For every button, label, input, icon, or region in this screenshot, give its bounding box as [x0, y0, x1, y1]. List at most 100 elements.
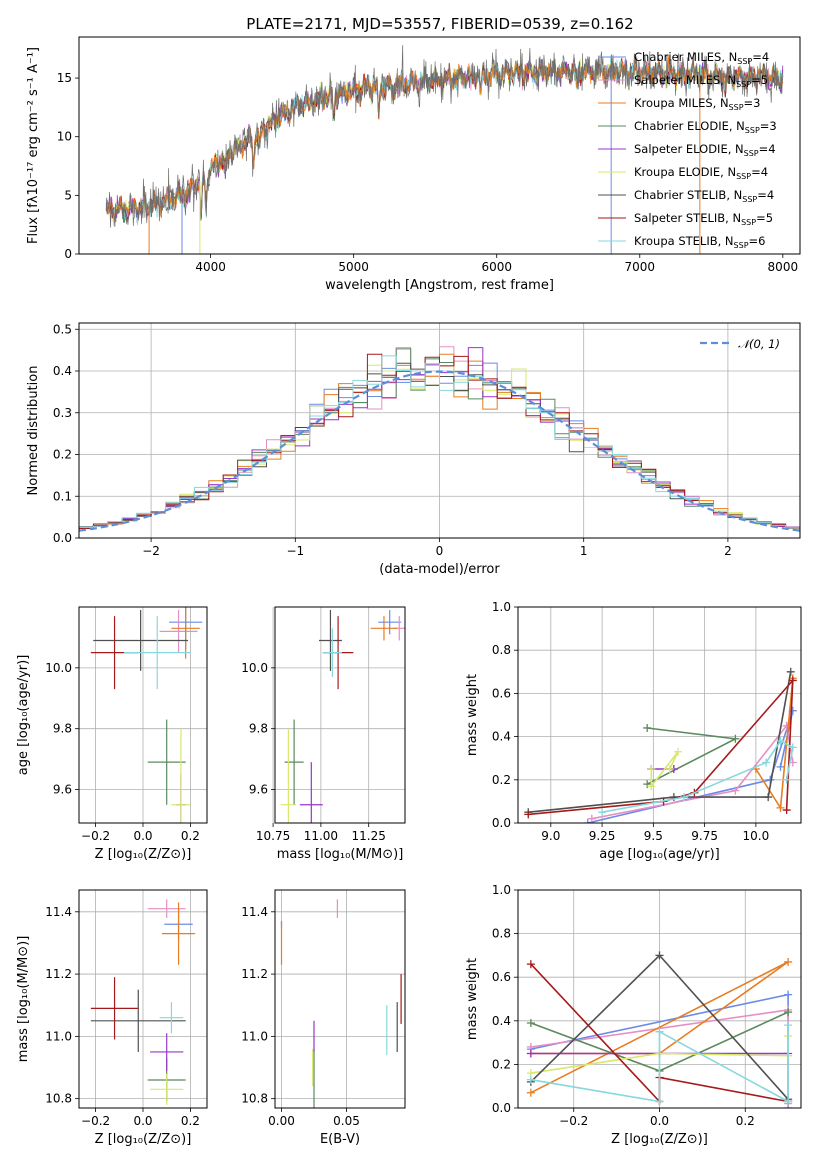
y-tick-label: 9.6: [249, 783, 268, 797]
weights_vs_Z-panel: −0.2 0.0 0.2 0.0 0.2 0.4 0.6 0.8 1.0 Z [log₁₀(Z/Z…: [465, 883, 802, 1147]
weight-point-marker: [587, 814, 596, 823]
x-tick-label: −0.2: [81, 829, 110, 843]
weight-point-marker: [776, 736, 785, 745]
weight-point-marker: [647, 765, 656, 773]
legend-entry-subscript: SSP: [734, 241, 749, 250]
weight-point-marker: [665, 765, 674, 773]
weight-point-marker: [655, 1097, 664, 1106]
y-tick-label: 0.6: [492, 970, 511, 984]
y-tick-label: 0.3: [53, 406, 72, 420]
legend-entry-subscript: SSP: [744, 149, 759, 158]
weights_vs_age-frame: [517, 606, 802, 824]
legend-entry-name: Salpeter MILES, N: [634, 73, 736, 87]
y-tick-label: 0.0: [492, 1101, 511, 1115]
weight-point-marker: [647, 782, 656, 791]
weight-point-marker: [643, 780, 652, 789]
legend-entry-count: =4: [751, 165, 768, 179]
x-tick-label: 9.75: [691, 829, 718, 843]
x-axis-label: (data-model)/error: [379, 562, 500, 577]
y-tick-label: 11.2: [241, 967, 268, 981]
y-tick-label: 0.4: [492, 730, 511, 744]
legend-entry: Salpeter ELODIE, NSSP=4: [634, 142, 776, 158]
y-tick-label: 9.8: [249, 722, 268, 736]
legend-entry-subscript: SSP: [737, 57, 752, 66]
x-tick-label: 0.0: [133, 1114, 152, 1128]
age_vs_Z-marks: [90, 607, 203, 823]
x-tick-label: 0.2: [736, 1114, 755, 1128]
legend-entry-subscript: SSP: [736, 80, 751, 89]
x-axis-label: Z [log₁₀(Z/Z⊙)]: [95, 1132, 192, 1147]
weight-point-marker: [762, 758, 771, 767]
age_vs_Z-plot-area: [79, 607, 207, 823]
x-axis-label: age [log₁₀(age/yr)]: [599, 847, 720, 862]
spectrum-frame: [78, 36, 801, 255]
figure-title: PLATE=2171, MJD=53557, FIBERID=0539, z=0…: [246, 15, 633, 33]
x-axis-label: Z [log₁₀(Z/Z⊙)]: [95, 847, 192, 862]
legend-entry-name: Kroupa ELODIE, N: [634, 165, 736, 179]
y-tick-label: 5: [64, 188, 72, 202]
y-tick-label: 11.0: [45, 1029, 72, 1043]
legend-entry-name: Salpeter STELIB, N: [634, 211, 741, 225]
y-tick-label: 0.4: [492, 1014, 511, 1028]
x-tick-label: 10.75: [256, 829, 290, 843]
legend-entry-count: =4: [757, 188, 774, 202]
legend-entry: Salpeter MILES, NSSP=5: [634, 73, 768, 89]
age_vs_mass-frame: [274, 606, 406, 824]
x-tick-label: 0: [436, 544, 444, 558]
y-tick-label: 0.6: [492, 686, 511, 700]
weight-point-marker: [782, 775, 791, 784]
y-axis-label: mass weight: [465, 674, 480, 756]
x-tick-label: −0.2: [559, 1114, 588, 1128]
mass_vs_Z-panel: −0.2 0.0 0.2 10.8 11.0 11.2 11.4 Z [log₁₀(Z/Z⊙)…: [16, 889, 208, 1147]
y-tick-label: 0.8: [492, 643, 511, 657]
y-tick-label: 10: [57, 130, 72, 144]
weight-point-marker: [526, 960, 535, 969]
x-tick-label: 11.25: [351, 829, 385, 843]
age_vs_mass-plot-area: [272, 607, 405, 823]
residuals-panel: −2 −1 0 1 2 0.0 0.1 0.2 0.3 0.4 0.5 (data-model)/er…: [26, 322, 801, 577]
weight-series-line: [650, 751, 679, 789]
weights_vs_Z-marks: [526, 951, 793, 1108]
y-axis-label: Normed distribution: [26, 366, 41, 496]
weight-point-marker: [776, 762, 785, 771]
y-tick-label: 0.2: [53, 448, 72, 462]
y-tick-label: 10.8: [241, 1092, 268, 1106]
y-axis-label: Flux [fλ10⁻¹⁷ erg cm⁻² s⁻¹ A⁻¹]: [26, 47, 41, 244]
x-tick-label: 8000: [768, 260, 799, 274]
x-tick-label: −1: [286, 544, 304, 558]
residuals-plot-area: [79, 323, 800, 539]
weight-point-marker: [526, 1088, 535, 1097]
legend-entry-name: Chabrier ELODIE, N: [634, 119, 745, 133]
weight-point-marker: [655, 1027, 664, 1036]
legend-entry-subscript: SSP: [742, 195, 757, 204]
weight-point-marker: [526, 1049, 535, 1058]
y-tick-label: 11.4: [241, 905, 268, 919]
y-tick-label: 1.0: [492, 600, 511, 614]
weight-point-marker: [526, 1018, 535, 1027]
age_vs_mass-panel: 10.75 11.00 11.25 9.6 9.8 10.0 mass [log₁₀(M/M…: [241, 606, 406, 862]
x-tick-label: 0.05: [333, 1114, 360, 1128]
residual-histogram-step: [79, 353, 800, 529]
y-tick-label: 0.2: [492, 1057, 511, 1071]
legend-entry-count: =6: [749, 234, 766, 248]
y-tick-label: 11.4: [45, 905, 72, 919]
x-tick-label: 0.00: [268, 1114, 295, 1128]
x-tick-label: 0.2: [181, 829, 200, 843]
legend-entry-name: Kroupa MILES, N: [634, 96, 729, 110]
normal-reference-curve: [79, 370, 800, 532]
weight-point-marker: [788, 676, 797, 685]
x-tick-label: 6000: [481, 260, 512, 274]
legend-entry-name: Chabrier MILES, N: [634, 50, 737, 64]
legend-entry: Kroupa MILES, NSSP=3: [634, 96, 760, 112]
spectrum-data-line: [105, 45, 784, 228]
weight-point-marker: [784, 1008, 793, 1017]
mass_vs_Z-plot-area: [79, 890, 207, 1108]
x-tick-label: 10.0: [743, 829, 770, 843]
y-axis-label: mass [log₁₀(M/M⊙)]: [16, 936, 31, 1063]
y-tick-label: 11.0: [241, 1029, 268, 1043]
y-tick-label: 0.2: [492, 773, 511, 787]
weight-point-marker: [673, 747, 682, 756]
legend-entry-count: =3: [744, 96, 761, 110]
